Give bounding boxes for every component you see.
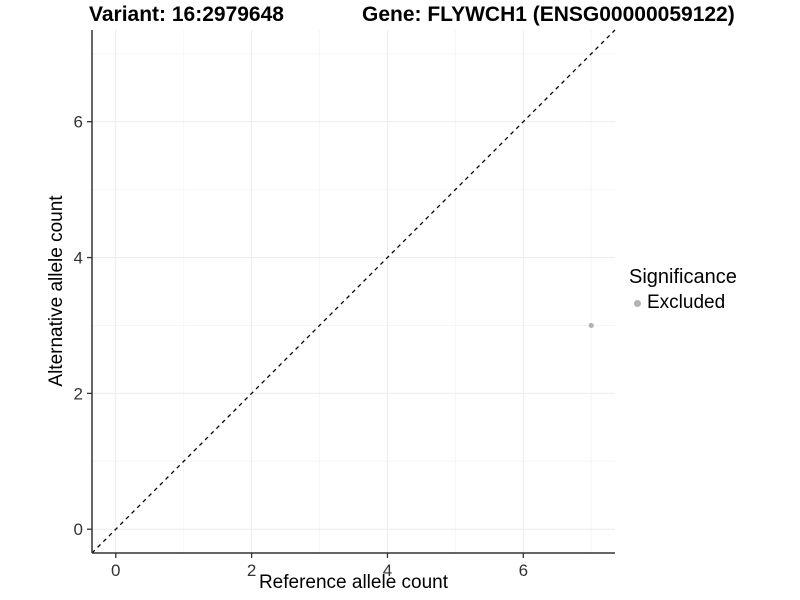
y-tick-label: 2 [74,384,83,403]
x-tick-label: 2 [247,561,256,580]
y-axis-title: Alternative allele count [46,195,67,387]
x-tick-label: 4 [383,561,392,580]
x-tick-label: 0 [111,561,120,580]
excluded-point-marker-icon [634,299,641,307]
identity-dashed-line [91,29,616,554]
data-point [588,322,594,329]
variant-title: Variant: 16:2979648 [89,3,284,26]
x-axis-title: Reference allele count [258,572,449,593]
gene-title: Gene: FLYWCH1 (ENSG00000059122) [362,3,735,26]
legend-item-excluded: Excluded [629,292,737,314]
legend: Significance Excluded [629,266,737,314]
legend-title: Significance [629,266,737,288]
x-tick-label: 6 [519,561,528,580]
y-tick-label: 6 [74,113,83,132]
legend-item-label: Excluded [647,292,726,313]
y-tick-label: 4 [74,249,83,268]
y-tick-label: 0 [74,520,83,539]
